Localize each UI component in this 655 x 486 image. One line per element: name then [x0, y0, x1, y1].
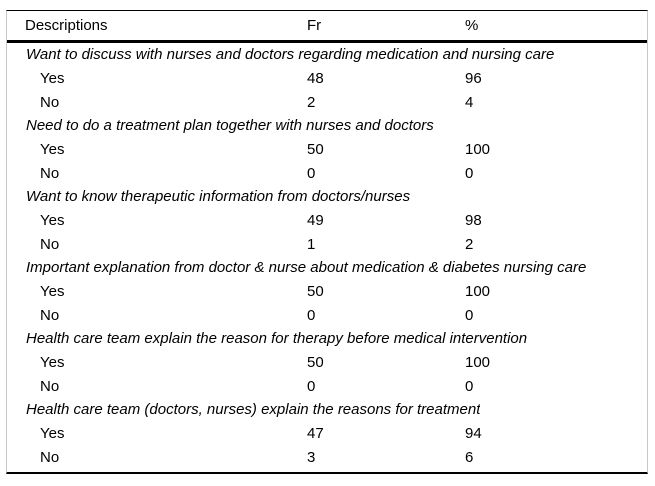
table-row: No 0 0 [7, 374, 647, 398]
table-row: Yes 48 96 [7, 67, 647, 91]
fr-value: 0 [307, 164, 316, 182]
table-row: No 3 6 [7, 445, 647, 469]
column-header-descriptions: Descriptions [25, 17, 108, 34]
fr-value: 48 [307, 69, 324, 87]
fr-value: 47 [307, 424, 324, 442]
section-description: Health care team explain the reason for … [26, 330, 528, 348]
table-body: Want to discuss with nurses and doctors … [7, 43, 647, 469]
column-header-percent: % [465, 17, 479, 34]
row-label: Yes [40, 353, 65, 371]
section-description: Need to do a treatment plan together wit… [26, 117, 434, 135]
section-description-row: Want to know therapeutic information fro… [7, 185, 647, 209]
row-label: No [40, 306, 60, 324]
section-description-row: Want to discuss with nurses and doctors … [7, 43, 647, 67]
percent-value: 2 [465, 235, 474, 253]
table-header-row: Descriptions Fr % [7, 11, 647, 43]
section-description-row: Important explanation from doctor & nurs… [7, 256, 647, 280]
percent-value: 100 [465, 140, 491, 158]
row-label: Yes [40, 69, 65, 87]
row-label: No [40, 164, 60, 182]
table-row: Yes 49 98 [7, 209, 647, 233]
section-description: Want to know therapeutic information fro… [26, 188, 411, 206]
fr-value: 50 [307, 282, 324, 300]
table-row: Yes 47 94 [7, 422, 647, 446]
table-row: Yes 50 100 [7, 280, 647, 304]
percent-value: 100 [465, 282, 491, 300]
percent-value: 0 [465, 377, 474, 395]
section-description: Health care team (doctors, nurses) expla… [26, 401, 481, 419]
percent-value: 4 [465, 93, 474, 111]
percent-value: 100 [465, 353, 491, 371]
section-description: Important explanation from doctor & nurs… [26, 259, 587, 277]
percent-value: 98 [465, 211, 482, 229]
percent-value: 94 [465, 424, 482, 442]
table-row: No 1 2 [7, 232, 647, 256]
percent-value: 96 [465, 69, 482, 87]
table-row: No 0 0 [7, 161, 647, 185]
fr-value: 0 [307, 377, 316, 395]
section-description-row: Need to do a treatment plan together wit… [7, 114, 647, 138]
table-row: Yes 50 100 [7, 351, 647, 375]
section-description-row: Health care team (doctors, nurses) expla… [7, 398, 647, 422]
row-label: No [40, 235, 60, 253]
table-row: Yes 50 100 [7, 138, 647, 162]
percent-value: 0 [465, 306, 474, 324]
row-label: No [40, 93, 60, 111]
table-row: No 0 0 [7, 303, 647, 327]
percent-value: 0 [465, 164, 474, 182]
section-description: Want to discuss with nurses and doctors … [26, 46, 555, 64]
fr-value: 49 [307, 211, 324, 229]
percent-value: 6 [465, 448, 474, 466]
fr-value: 50 [307, 140, 324, 158]
fr-value: 50 [307, 353, 324, 371]
row-label: No [40, 448, 60, 466]
fr-value: 3 [307, 448, 316, 466]
fr-value: 2 [307, 93, 316, 111]
row-label: Yes [40, 424, 65, 442]
descriptions-frequency-table: Descriptions Fr % Want to discuss with n… [6, 10, 648, 474]
row-label: Yes [40, 211, 65, 229]
row-label: Yes [40, 140, 65, 158]
fr-value: 1 [307, 235, 316, 253]
fr-value: 0 [307, 306, 316, 324]
row-label: Yes [40, 282, 65, 300]
section-description-row: Health care team explain the reason for … [7, 327, 647, 351]
row-label: No [40, 377, 60, 395]
table-row: No 2 4 [7, 90, 647, 114]
column-header-fr: Fr [307, 17, 322, 34]
